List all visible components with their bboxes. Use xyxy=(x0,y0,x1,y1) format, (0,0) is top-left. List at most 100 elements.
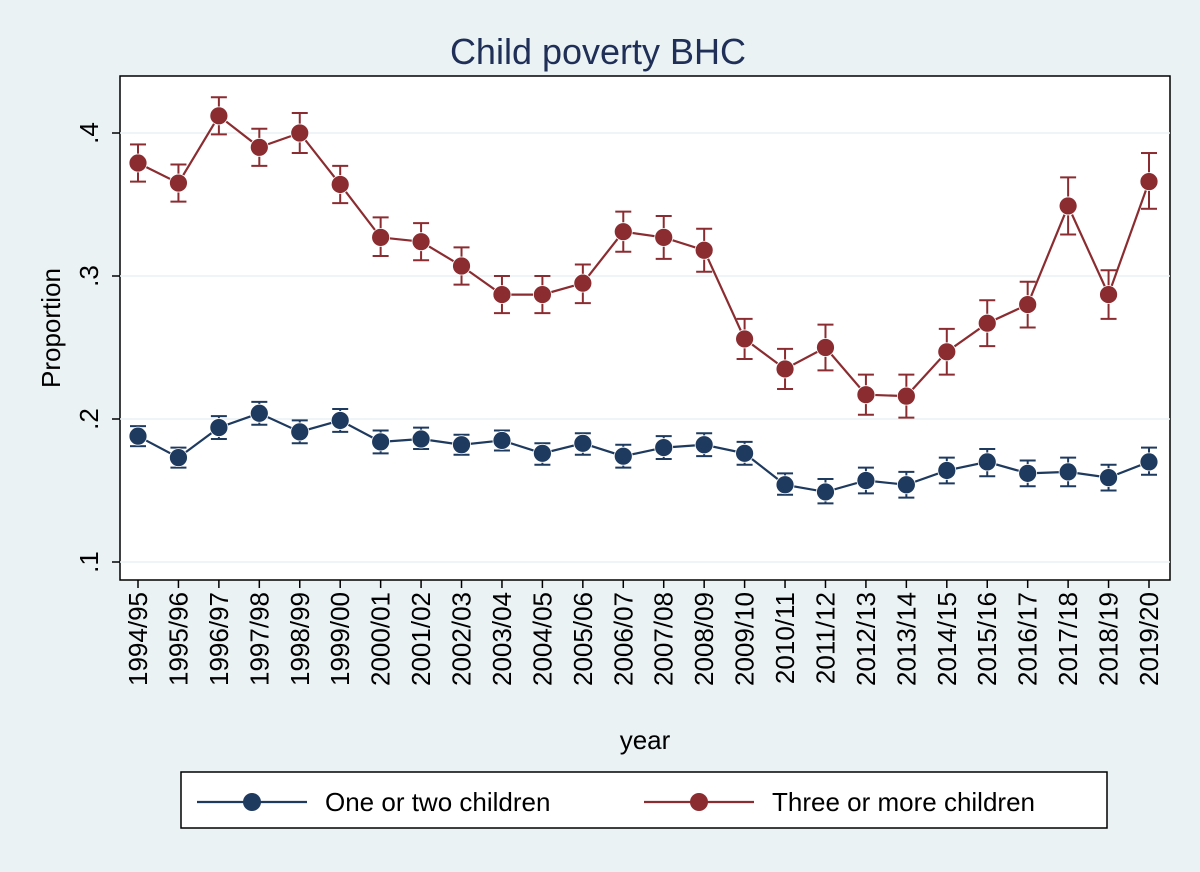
data-point xyxy=(1139,452,1159,472)
data-point xyxy=(290,422,310,442)
data-point xyxy=(775,475,795,495)
data-point xyxy=(492,431,512,450)
data-point xyxy=(613,446,633,466)
data-point xyxy=(654,438,674,458)
data-point xyxy=(735,329,754,349)
data-point xyxy=(694,240,714,260)
data-point xyxy=(1099,468,1118,488)
data-point xyxy=(371,227,391,247)
data-point xyxy=(896,475,916,495)
y-tick-label: .3 xyxy=(74,265,104,287)
x-tick-label: 2016/17 xyxy=(1013,592,1043,686)
data-point xyxy=(169,448,188,468)
x-tick-label: 2000/01 xyxy=(366,592,396,686)
x-tick-label: 2019/20 xyxy=(1134,592,1164,686)
data-point xyxy=(896,386,916,406)
plot-area xyxy=(119,75,1171,581)
y-tick-label: .4 xyxy=(74,122,104,144)
legend-items: One or two children Three or more childre… xyxy=(197,787,1035,817)
data-point xyxy=(816,338,835,357)
x-tick-label: 2015/16 xyxy=(972,592,1002,686)
x-tick-label: 2004/05 xyxy=(527,592,557,686)
x-tick-label: 2003/04 xyxy=(487,592,517,686)
data-point xyxy=(533,285,552,304)
x-tick-label: 2009/10 xyxy=(730,592,760,686)
data-point xyxy=(209,106,229,126)
x-tick-label: 2017/18 xyxy=(1053,592,1083,686)
legend-marker xyxy=(690,793,708,811)
data-point xyxy=(533,443,552,463)
x-tick-label: 1996/97 xyxy=(204,592,234,686)
data-point xyxy=(128,153,148,173)
x-tick-label: 2005/06 xyxy=(568,592,598,686)
data-point xyxy=(452,256,471,276)
x-tick-label: 1998/99 xyxy=(285,592,315,686)
x-tick-label: 2012/13 xyxy=(851,592,881,686)
x-axis-ticks: 1994/95 1995/96 1996/97 1997/98 1998/99 1999/… xyxy=(123,580,1164,686)
data-point xyxy=(411,429,431,449)
data-point xyxy=(856,471,876,490)
data-point xyxy=(573,433,593,453)
series-2 xyxy=(128,96,1159,419)
data-point xyxy=(654,227,674,247)
data-point xyxy=(169,173,188,193)
legend-box xyxy=(180,771,1108,829)
data-point xyxy=(977,313,997,333)
data-point xyxy=(775,359,795,379)
x-tick-label: 2014/15 xyxy=(932,592,962,686)
y-axis-ticks: .1 .2 .3 .4 xyxy=(74,122,120,573)
legend-label: One or two children xyxy=(325,787,550,817)
x-tick-label: 2001/02 xyxy=(406,592,436,686)
x-axis-label: year xyxy=(620,725,671,755)
data-point xyxy=(1018,463,1038,483)
y-axis-label: Proportion xyxy=(36,268,66,388)
x-tick-label: 2008/09 xyxy=(689,592,719,686)
data-point xyxy=(1058,196,1078,216)
data-point xyxy=(937,342,957,362)
data-point xyxy=(1058,462,1078,482)
data-point xyxy=(937,461,957,480)
data-point xyxy=(452,435,471,455)
x-tick-label: 2010/11 xyxy=(770,592,800,684)
data-point xyxy=(249,403,269,423)
x-tick-label: 1997/98 xyxy=(244,592,274,686)
data-point xyxy=(1018,295,1038,315)
data-point xyxy=(371,432,391,452)
x-tick-label: 1994/95 xyxy=(123,592,153,686)
data-point xyxy=(735,443,754,463)
legend-label: Three or more children xyxy=(772,787,1035,817)
chart-title: Child poverty BHC xyxy=(450,31,746,72)
data-point xyxy=(249,137,269,157)
x-tick-label: 1999/00 xyxy=(325,592,355,686)
x-tick-label: 2013/14 xyxy=(891,592,921,686)
data-point xyxy=(290,123,310,143)
legend-marker xyxy=(243,793,261,811)
data-point xyxy=(1099,285,1118,304)
data-point xyxy=(856,385,876,405)
y-tick-label: .1 xyxy=(74,551,104,573)
legend: One or two children Three or more childre… xyxy=(180,771,1108,829)
data-point xyxy=(330,175,350,194)
data-point xyxy=(330,411,350,430)
data-point xyxy=(816,482,835,502)
data-point xyxy=(411,232,431,252)
series-layer xyxy=(128,96,1159,505)
series-1 xyxy=(128,400,1159,505)
data-point xyxy=(209,418,229,437)
data-point xyxy=(613,222,633,242)
data-point xyxy=(1139,172,1159,192)
x-tick-label: 2002/03 xyxy=(447,592,477,686)
data-point xyxy=(492,285,512,304)
data-point xyxy=(128,426,148,446)
x-tick-label: 2007/08 xyxy=(649,592,679,686)
x-tick-label: 2018/19 xyxy=(1094,592,1124,686)
x-tick-label: 2006/07 xyxy=(608,592,638,686)
data-point xyxy=(694,435,714,455)
x-tick-label: 2011/12 xyxy=(810,592,840,684)
data-point xyxy=(977,452,997,472)
y-tick-label: .2 xyxy=(74,408,104,430)
data-point xyxy=(573,273,593,293)
x-tick-label: 1995/96 xyxy=(163,592,193,686)
